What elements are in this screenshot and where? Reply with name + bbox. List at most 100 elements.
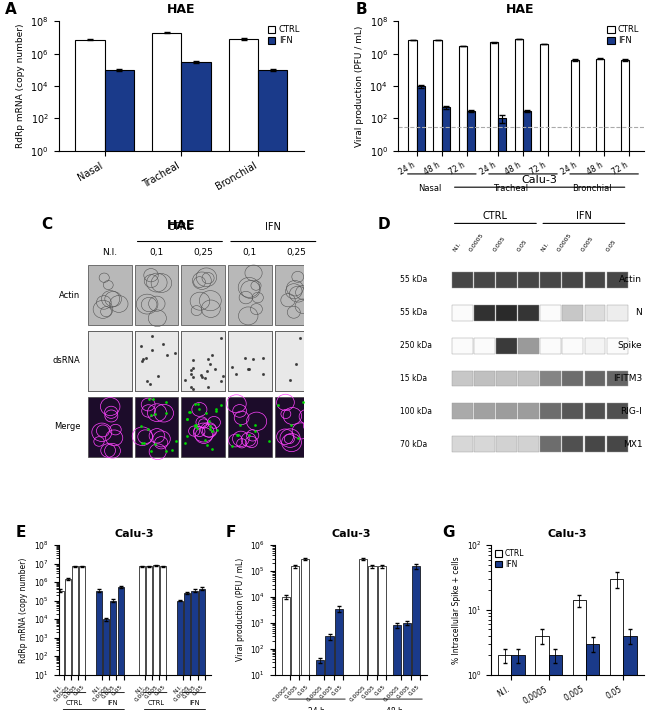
Bar xyxy=(549,655,562,710)
FancyBboxPatch shape xyxy=(228,331,272,391)
Title: Calu-3: Calu-3 xyxy=(332,529,370,539)
Legend: CTRL, IFN: CTRL, IFN xyxy=(268,26,300,45)
Bar xyxy=(181,62,211,710)
FancyBboxPatch shape xyxy=(474,272,495,288)
FancyBboxPatch shape xyxy=(518,436,539,452)
FancyBboxPatch shape xyxy=(88,266,132,325)
Text: IFN: IFN xyxy=(576,211,592,221)
FancyBboxPatch shape xyxy=(496,272,517,288)
Text: 0,25: 0,25 xyxy=(193,248,213,257)
FancyBboxPatch shape xyxy=(135,331,179,391)
Text: MX1: MX1 xyxy=(623,439,642,449)
FancyBboxPatch shape xyxy=(474,338,495,354)
Text: Actin: Actin xyxy=(59,291,81,300)
Bar xyxy=(402,623,411,710)
Text: 100 kDa: 100 kDa xyxy=(400,407,432,416)
FancyBboxPatch shape xyxy=(606,403,627,419)
FancyBboxPatch shape xyxy=(474,436,495,452)
FancyBboxPatch shape xyxy=(606,272,627,288)
Text: N.I.: N.I. xyxy=(541,241,551,253)
Text: 250 kDa: 250 kDa xyxy=(400,341,432,350)
Bar xyxy=(498,119,506,710)
FancyBboxPatch shape xyxy=(562,338,583,354)
FancyBboxPatch shape xyxy=(452,436,473,452)
FancyBboxPatch shape xyxy=(606,371,627,386)
FancyBboxPatch shape xyxy=(540,371,561,386)
Text: IFN: IFN xyxy=(189,700,200,706)
Text: N: N xyxy=(636,308,642,317)
Bar xyxy=(359,559,367,710)
Text: 0.005: 0.005 xyxy=(581,236,595,253)
FancyBboxPatch shape xyxy=(518,305,539,321)
Text: 70 kDa: 70 kDa xyxy=(400,439,428,449)
Text: CTRL: CTRL xyxy=(147,700,164,706)
Text: IFN: IFN xyxy=(265,222,281,232)
Text: CTRL: CTRL xyxy=(483,211,508,221)
Text: 0,25: 0,25 xyxy=(287,248,307,257)
Text: A: A xyxy=(5,1,16,16)
Text: Calu-3: Calu-3 xyxy=(522,175,558,185)
Title: HAE: HAE xyxy=(506,3,535,16)
FancyBboxPatch shape xyxy=(518,272,539,288)
FancyBboxPatch shape xyxy=(228,266,272,325)
FancyBboxPatch shape xyxy=(452,371,473,386)
Bar xyxy=(301,559,309,710)
Bar xyxy=(57,591,64,710)
FancyBboxPatch shape xyxy=(540,338,561,354)
Text: CTRL: CTRL xyxy=(66,700,83,706)
Bar xyxy=(111,601,116,710)
Text: Tracheal: Tracheal xyxy=(493,185,528,193)
Text: 55 kDa: 55 kDa xyxy=(400,308,428,317)
FancyBboxPatch shape xyxy=(584,403,605,419)
Text: D: D xyxy=(378,217,391,232)
FancyBboxPatch shape xyxy=(584,436,605,452)
Bar xyxy=(540,44,548,710)
Text: Nasal: Nasal xyxy=(418,185,441,193)
Bar xyxy=(326,636,333,710)
Text: RIG-I: RIG-I xyxy=(621,407,642,416)
Bar xyxy=(442,107,450,710)
Title: Calu-3: Calu-3 xyxy=(115,529,155,539)
FancyBboxPatch shape xyxy=(540,436,561,452)
Bar xyxy=(573,601,586,710)
FancyBboxPatch shape xyxy=(518,371,539,386)
Bar xyxy=(258,70,287,710)
FancyBboxPatch shape xyxy=(584,305,605,321)
Bar xyxy=(393,626,401,710)
FancyBboxPatch shape xyxy=(606,436,627,452)
FancyBboxPatch shape xyxy=(496,305,517,321)
Text: CTRL: CTRL xyxy=(168,222,192,232)
Text: C: C xyxy=(42,217,53,232)
Bar xyxy=(623,635,636,710)
Text: N.I.: N.I. xyxy=(452,241,462,253)
FancyBboxPatch shape xyxy=(275,331,318,391)
Bar xyxy=(412,567,421,710)
FancyBboxPatch shape xyxy=(228,331,272,391)
FancyBboxPatch shape xyxy=(584,338,605,354)
Bar xyxy=(586,644,599,710)
Text: G: G xyxy=(443,525,455,540)
Text: Bronchial: Bronchial xyxy=(573,185,612,193)
Bar xyxy=(498,655,512,710)
Text: B: B xyxy=(356,1,367,16)
Bar xyxy=(571,60,579,710)
FancyBboxPatch shape xyxy=(181,331,225,391)
Bar xyxy=(489,43,498,710)
FancyBboxPatch shape xyxy=(181,331,225,391)
Bar xyxy=(160,567,166,710)
Bar xyxy=(515,39,523,710)
Bar xyxy=(408,40,417,710)
FancyBboxPatch shape xyxy=(518,403,539,419)
FancyBboxPatch shape xyxy=(540,403,561,419)
Bar xyxy=(199,589,205,710)
FancyBboxPatch shape xyxy=(275,266,318,325)
Text: Merge: Merge xyxy=(54,422,81,431)
Y-axis label: RdRp mRNA (copy number): RdRp mRNA (copy number) xyxy=(20,557,29,662)
FancyBboxPatch shape xyxy=(88,397,132,457)
FancyBboxPatch shape xyxy=(228,397,272,457)
Text: 0,1: 0,1 xyxy=(150,248,164,257)
Bar xyxy=(316,660,324,710)
Text: Actin: Actin xyxy=(619,275,642,285)
FancyBboxPatch shape xyxy=(496,403,517,419)
Text: 0,1: 0,1 xyxy=(243,248,257,257)
